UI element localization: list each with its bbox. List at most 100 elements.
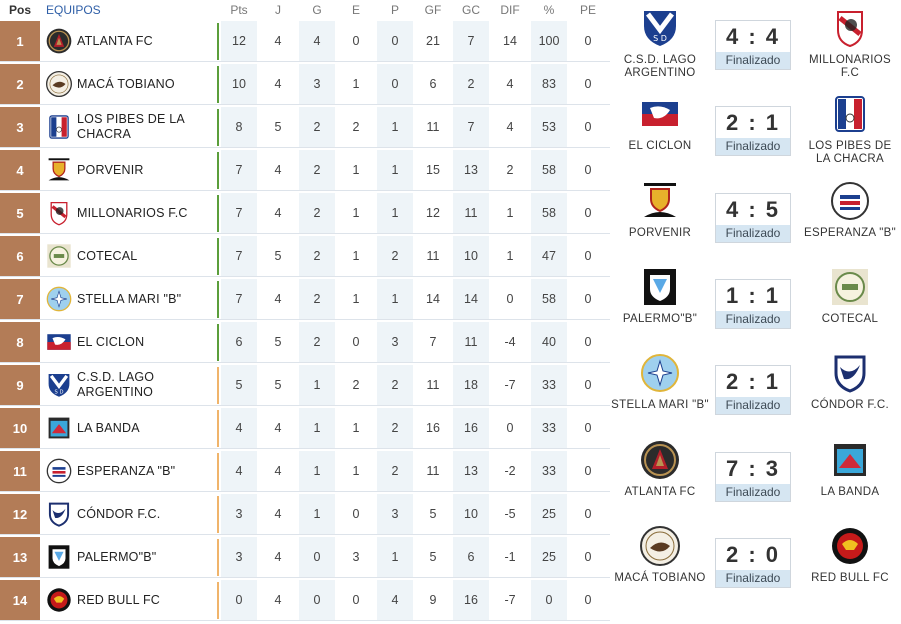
team-cell[interactable]: MILLONARIOS F.C xyxy=(46,193,216,233)
stat-p: 1 xyxy=(377,537,413,577)
match-status: Finalizado xyxy=(716,397,790,415)
score-box[interactable]: 7 : 3 Finalizado xyxy=(715,451,791,502)
home-team[interactable]: EL CICLON xyxy=(610,86,710,172)
team-cell[interactable]: LOS PIBES DE LA CHACRA xyxy=(46,107,216,147)
score-box[interactable]: 2 : 0 Finalizado xyxy=(715,537,791,588)
table-row[interactable]: 1 ATLANTA FC 12 4 4 0 0 21 7 14 100 0 xyxy=(0,21,610,62)
home-team[interactable]: PORVENIR xyxy=(610,173,710,259)
away-team[interactable]: COTECAL xyxy=(800,259,900,345)
stat-gf: 21 xyxy=(426,34,440,48)
stat-gc: 2 xyxy=(453,64,489,104)
team-cell[interactable]: COTECAL xyxy=(46,236,216,276)
millonarios-logo xyxy=(46,200,72,226)
score: 2 : 1 xyxy=(725,369,781,395)
header-gf: GF xyxy=(424,3,442,17)
home-team[interactable]: S D C.S.D. LAGO ARGENTINO xyxy=(610,0,710,86)
score-box[interactable]: 4 : 4 Finalizado xyxy=(715,20,791,70)
away-team[interactable]: LOS PIBES DE LA CHACRA xyxy=(800,86,900,172)
home-team-name: ATLANTA FC xyxy=(624,485,696,498)
home-team-name: MACÁ TOBIANO xyxy=(614,571,706,584)
header-dif: DIF xyxy=(500,3,520,17)
home-team[interactable]: PALERMO"B" xyxy=(610,259,710,345)
away-team[interactable]: LA BANDA xyxy=(800,432,900,518)
team-cell[interactable]: ESPERANZA "B" xyxy=(46,451,216,491)
team-name: PALERMO"B" xyxy=(77,549,157,564)
stat-g: 2 xyxy=(299,236,335,276)
away-team[interactable]: RED BULL FC xyxy=(800,518,900,604)
stat-pts: 6 xyxy=(221,322,257,362)
score-box[interactable]: 1 : 1 Finalizado xyxy=(715,278,791,329)
stats-cells: 0 4 0 0 4 9 16 -7 0 0 xyxy=(221,580,610,620)
position-cell: 2 xyxy=(0,64,40,104)
stat-e: 2 xyxy=(352,378,360,392)
table-row[interactable]: 3 LOS PIBES DE LA CHACRA 8 5 2 2 1 11 7 4 53 0 xyxy=(0,107,610,148)
table-row[interactable]: 13 PALERMO"B" 3 4 0 3 1 5 6 -1 25 0 xyxy=(0,537,610,578)
table-row[interactable]: 4 PORVENIR 7 4 2 1 1 15 13 2 58 0 xyxy=(0,150,610,191)
match-card[interactable]: MACÁ TOBIANO 2 : 0 Finalizado RED BULL FC xyxy=(610,518,901,604)
stat-p: 2 xyxy=(377,236,413,276)
table-row[interactable]: 2 MACÁ TOBIANO 10 4 3 1 0 6 2 4 83 0 xyxy=(0,64,610,105)
team-cell[interactable]: S D C.S.D. LAGO ARGENTINO xyxy=(46,365,216,405)
team-cell[interactable]: PALERMO"B" xyxy=(46,537,216,577)
team-cell[interactable]: STELLA MARI "B" xyxy=(46,279,216,319)
home-team[interactable]: STELLA MARI "B" xyxy=(610,345,710,431)
table-row[interactable]: 14 RED BULL FC 0 4 0 0 4 9 16 -7 0 0 xyxy=(0,580,610,621)
redbull-logo xyxy=(46,587,72,613)
stat-g: 0 xyxy=(299,580,335,620)
stat-g: 4 xyxy=(299,21,335,61)
team-cell[interactable]: RED BULL FC xyxy=(46,580,216,620)
stat-pe: 0 xyxy=(584,335,592,349)
table-row[interactable]: 6 COTECAL 7 5 2 1 2 11 10 1 47 0 xyxy=(0,236,610,277)
match-card[interactable]: ATLANTA FC 7 : 3 Finalizado LA BANDA xyxy=(610,432,901,518)
team-cell[interactable]: PORVENIR xyxy=(46,150,216,190)
home-team[interactable]: ATLANTA FC xyxy=(610,432,710,518)
match-card[interactable]: EL CICLON 2 : 1 Finalizado LOS PIBES DE LA … xyxy=(610,86,901,172)
score-box[interactable]: 2 : 1 Finalizado xyxy=(715,365,791,416)
table-row[interactable]: 11 ESPERANZA "B" 4 4 1 1 2 11 13 -2 33 0 xyxy=(0,451,610,492)
away-team[interactable]: ESPERANZA "B" xyxy=(800,173,900,259)
match-card[interactable]: STELLA MARI "B" 2 : 1 Finalizado CÓNDOR F.C… xyxy=(610,345,901,431)
table-row[interactable]: 10 LA BANDA 4 4 1 1 2 16 16 0 33 0 xyxy=(0,408,610,449)
table-row[interactable]: 5 MILLONARIOS F.C 7 4 2 1 1 12 11 1 58 0 xyxy=(0,193,610,234)
position-cell: 1 xyxy=(0,21,40,61)
condor-logo xyxy=(46,501,72,527)
stat-gc: 11 xyxy=(453,322,489,362)
away-team[interactable]: MILLONARIOS F.C xyxy=(800,0,900,86)
team-cell[interactable]: EL CICLON xyxy=(46,322,216,362)
score-box[interactable]: 2 : 1 Finalizado xyxy=(715,106,791,157)
stat-dif: -1 xyxy=(504,550,516,564)
table-row[interactable]: 9 S D C.S.D. LAGO ARGENTINO 5 5 1 2 2 11 18 -7 33 0 xyxy=(0,365,610,406)
match-card[interactable]: PALERMO"B" 1 : 1 Finalizado COTECAL xyxy=(610,259,901,345)
atlanta-logo xyxy=(638,438,682,482)
table-row[interactable]: 12 CÓNDOR F.C. 3 4 1 0 3 5 10 -5 25 0 xyxy=(0,494,610,535)
position-cell: 3 xyxy=(0,107,40,147)
score-box[interactable]: 4 : 5 Finalizado xyxy=(715,192,791,243)
table-row[interactable]: 7 STELLA MARI "B" 7 4 2 1 1 14 14 0 58 0 xyxy=(0,279,610,320)
zone-indicator xyxy=(217,109,219,146)
match-card[interactable]: S D C.S.D. LAGO ARGENTINO 4 : 4 Finalizado M… xyxy=(610,0,901,86)
team-name: MILLONARIOS F.C xyxy=(77,205,188,220)
stat-dif: 4 xyxy=(506,120,514,134)
away-team-name: LOS PIBES DE LA CHACRA xyxy=(808,140,892,166)
table-header: Pos EQUIPOS Pts J G E P GF GC DIF% PE xyxy=(0,0,610,20)
stat-g: 3 xyxy=(299,64,335,104)
stat-dif: -5 xyxy=(504,507,516,521)
stat-dif: -7 xyxy=(504,593,516,607)
team-cell[interactable]: CÓNDOR F.C. xyxy=(46,494,216,534)
match-card[interactable]: PORVENIR 4 : 5 Finalizado ESPERANZA "B" xyxy=(610,173,901,259)
stat-gc: 13 xyxy=(453,150,489,190)
stat-dif: 14 xyxy=(503,34,517,48)
away-team[interactable]: CÓNDOR F.C. xyxy=(800,345,900,431)
team-cell[interactable]: ATLANTA FC xyxy=(46,21,216,61)
stat-gf: 12 xyxy=(426,206,440,220)
stat-g: 2 xyxy=(299,193,335,233)
team-cell[interactable]: LA BANDA xyxy=(46,408,216,448)
home-team[interactable]: MACÁ TOBIANO xyxy=(610,518,710,604)
stat-dif: 0 xyxy=(506,421,514,435)
lago-logo: S D xyxy=(638,6,682,50)
stat-g: 2 xyxy=(299,322,335,362)
position-cell: 10 xyxy=(0,408,40,448)
team-cell[interactable]: MACÁ TOBIANO xyxy=(46,64,216,104)
porvenir-logo xyxy=(638,179,682,223)
table-row[interactable]: 8 EL CICLON 6 5 2 0 3 7 11 -4 40 0 xyxy=(0,322,610,363)
